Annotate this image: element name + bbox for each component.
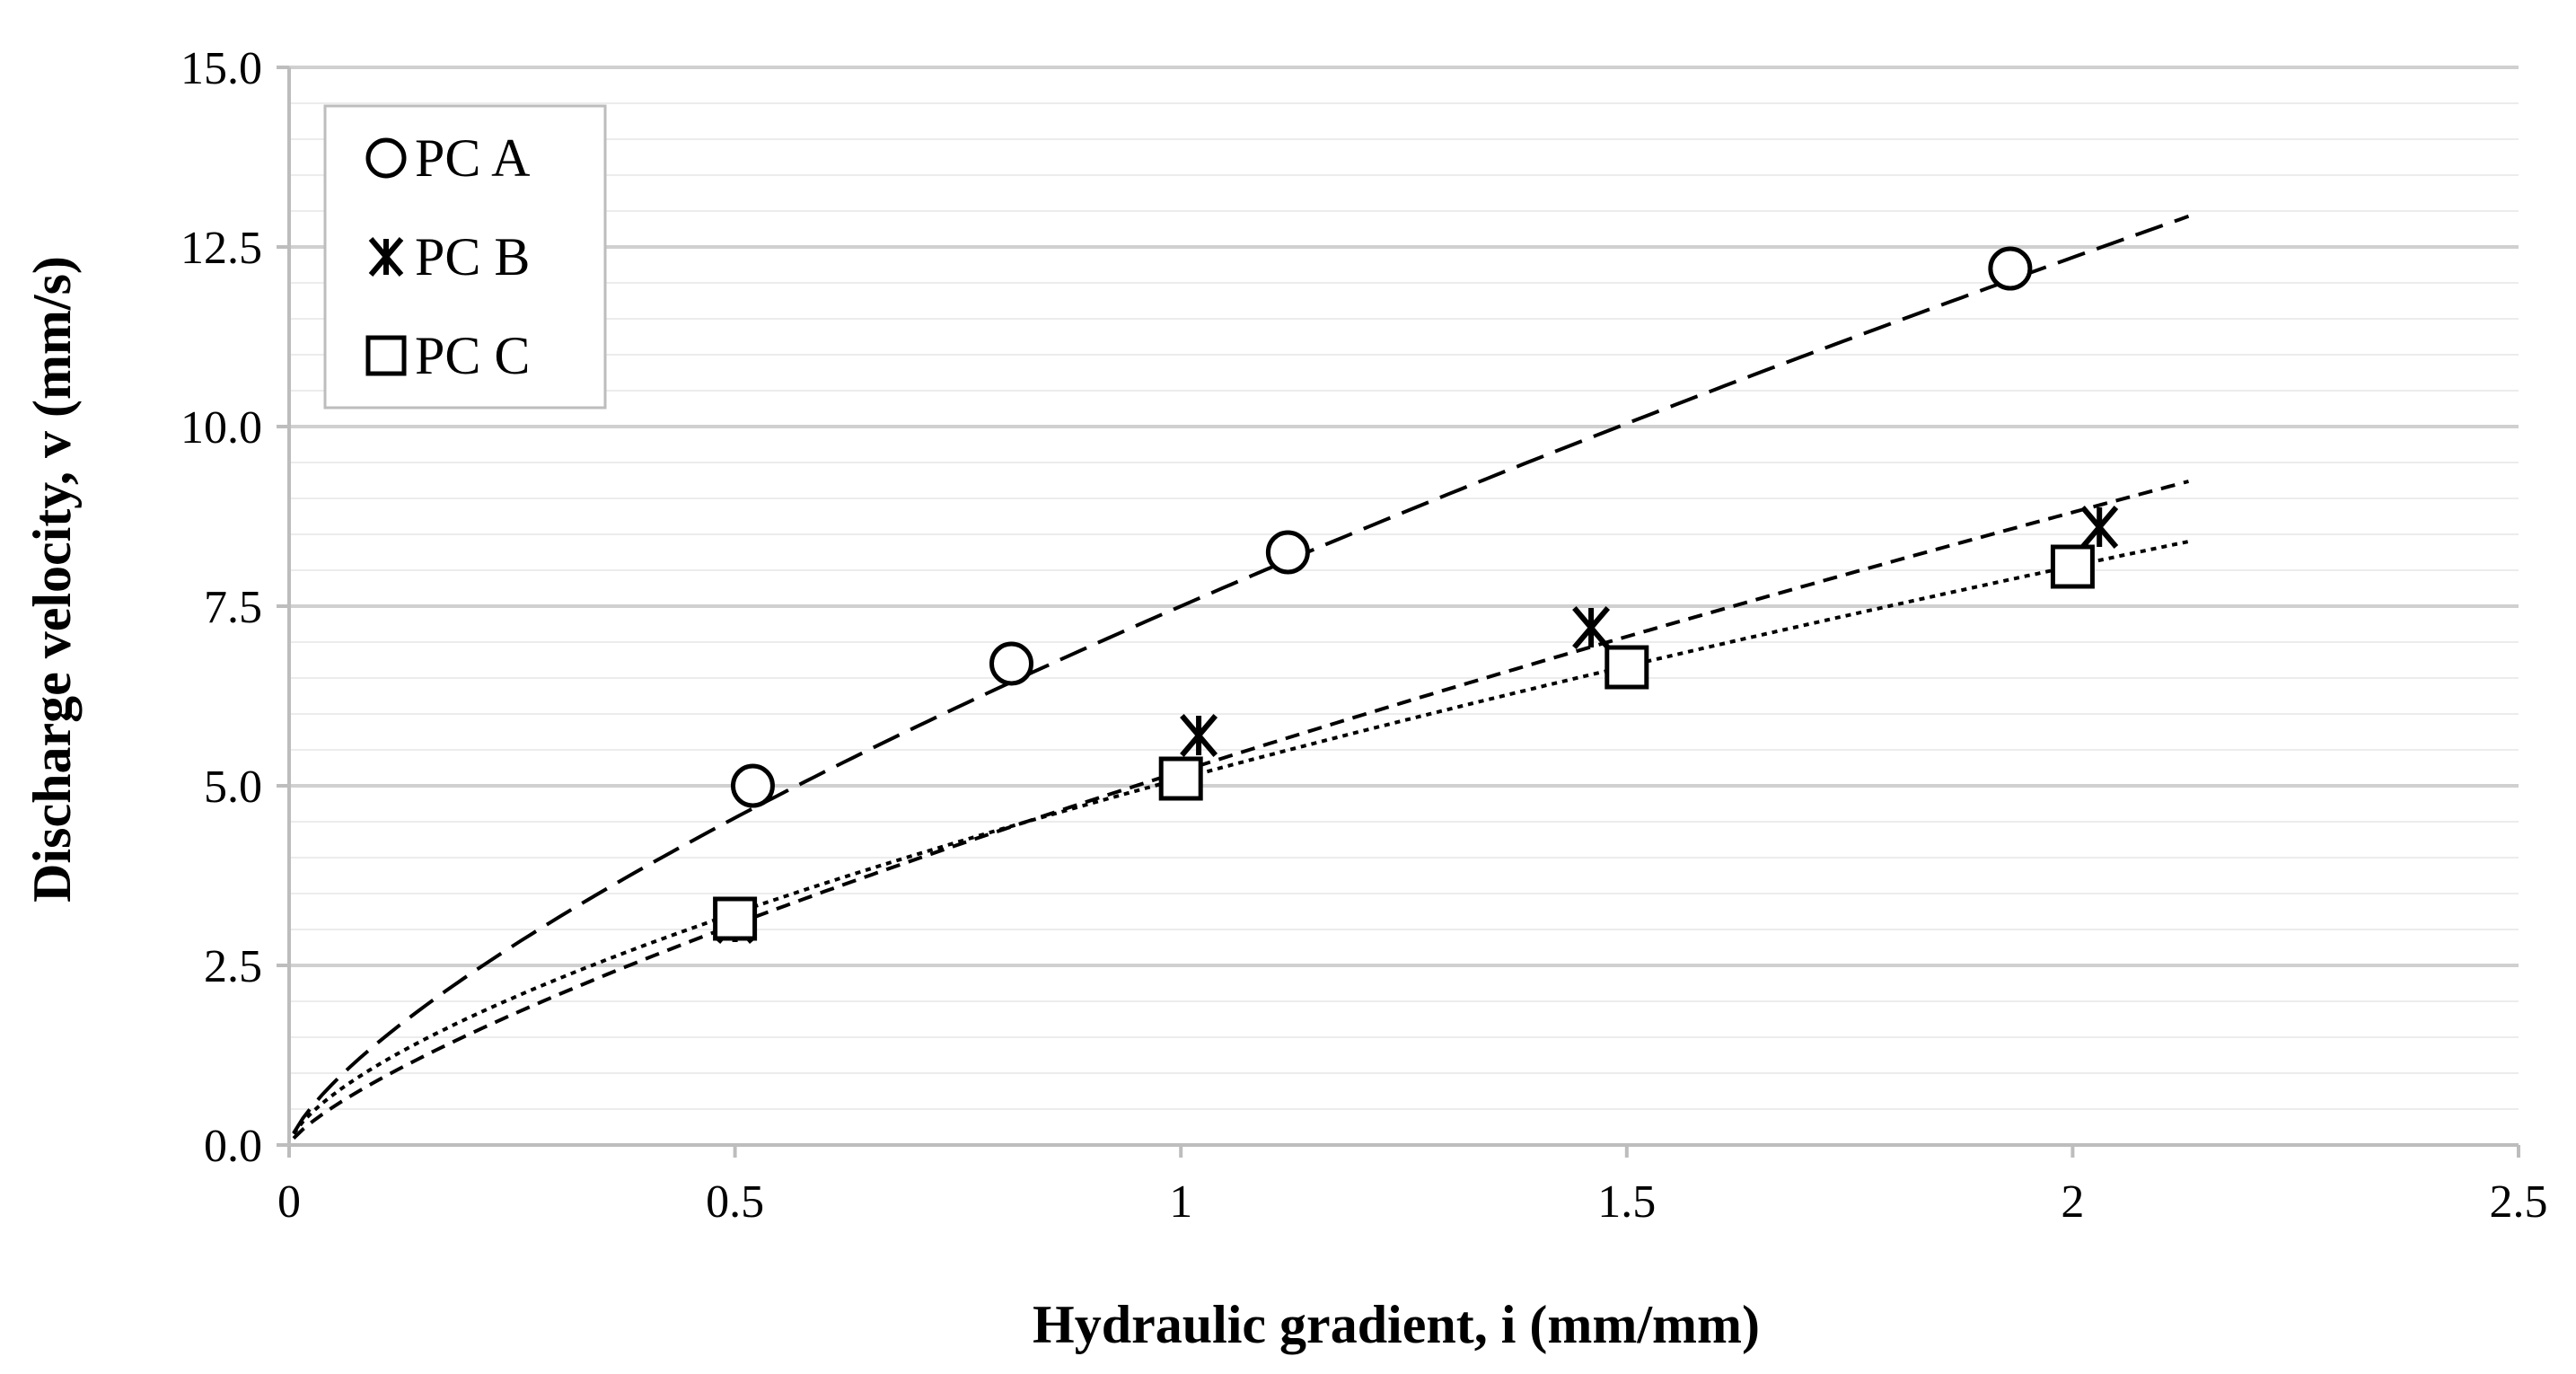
trendline-pc-b [292,480,2190,1141]
gridlines [289,66,2519,1110]
data-point-pc-a [989,641,1033,686]
data-point-pc-b [1572,606,1611,649]
legend-marker-pc-b [368,237,404,277]
y-axis-title: Discharge velocity, v (mm/s) [22,256,82,903]
data-point-pc-c [713,896,758,941]
axes [277,66,2520,1158]
legend-label: PC A [415,128,530,188]
x-tick-label: 1 [1169,1176,1192,1228]
data-point-pc-a [1988,246,2033,291]
trendline-pc-a [292,214,2190,1134]
tick-labels: 0.0 2.5 5.0 7.5 10.0 12.5 15.0 0 0.5 1 1.5 2 2.5 [180,43,2548,1228]
trendlines [292,214,2190,1141]
x-tick-label: 2.5 [2490,1176,2548,1228]
data-point-pc-a [1265,530,1310,575]
legend-marker-pc-c [365,335,407,376]
data-point-pc-b [2080,506,2119,549]
trendline-pc-c [292,540,2189,1135]
y-tick-label: 15.0 [180,43,262,94]
data-point-pc-c [1158,756,1203,801]
data-point-pc-c [1605,645,1649,690]
x-tick-label: 0 [277,1176,301,1228]
y-tick-label: 2.5 [204,941,262,992]
data-point-pc-b [1180,714,1218,757]
legend-label: PC C [415,326,530,385]
y-tick-label: 7.5 [204,582,262,633]
data-points [713,246,2119,944]
x-tick-label: 1.5 [1597,1176,1656,1228]
y-tick-label: 10.0 [180,402,262,454]
y-tick-label: 5.0 [204,762,262,813]
y-tick-label: 12.5 [180,223,262,274]
y-tick-label: 0.0 [204,1121,262,1172]
legend-label: PC B [415,227,530,286]
x-tick-label: 0.5 [706,1176,764,1228]
data-point-pc-a [730,763,775,808]
data-point-pc-c [2050,544,2095,589]
legend-marker-pc-a [365,137,407,179]
x-axis-title: Hydraulic gradient, i (mm/mm) [1033,1295,1760,1354]
legend: PC A PC B PC C [323,104,607,410]
x-tick-label: 2 [2061,1176,2084,1228]
